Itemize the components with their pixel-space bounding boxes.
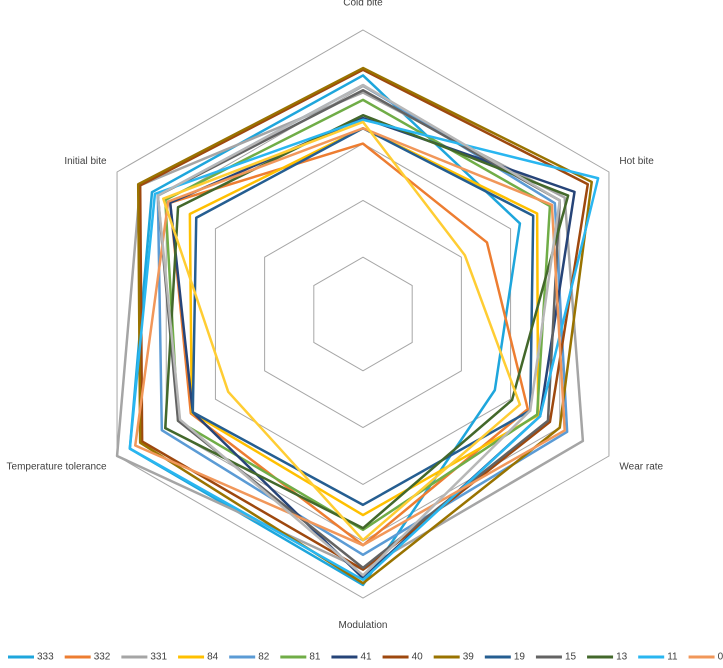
legend-label: 332 bbox=[94, 652, 111, 663]
grid-ring bbox=[264, 199, 462, 429]
series-line bbox=[164, 113, 570, 530]
series-line bbox=[136, 66, 593, 585]
legend-label: 84 bbox=[207, 652, 219, 663]
series-line bbox=[191, 127, 535, 507]
legend-label: 11 bbox=[667, 652, 678, 663]
legend-label: 19 bbox=[514, 652, 526, 663]
legend-label: 15 bbox=[565, 652, 577, 663]
axis-label: Initial bite bbox=[64, 156, 107, 167]
series-line bbox=[188, 127, 540, 517]
axis-label: Wear rate bbox=[619, 461, 663, 472]
axis-label: Modulation bbox=[339, 620, 388, 631]
series-line bbox=[128, 118, 600, 582]
series-line bbox=[162, 120, 522, 542]
legend-label: 81 bbox=[309, 652, 321, 663]
series-line bbox=[128, 74, 522, 587]
series-line bbox=[156, 83, 562, 577]
series-line bbox=[164, 98, 552, 532]
legend-label: 13 bbox=[616, 652, 628, 663]
axis-label: Temperature tolerance bbox=[7, 461, 107, 472]
axis-label: Hot bite bbox=[619, 156, 654, 167]
series-line bbox=[133, 127, 566, 547]
legend-label: 39 bbox=[463, 652, 475, 663]
axis-label: Cold bite bbox=[343, 0, 383, 8]
legend-label: 82 bbox=[258, 652, 270, 663]
series-line bbox=[168, 116, 576, 580]
grid-ring bbox=[214, 143, 512, 485]
series-line bbox=[138, 68, 590, 571]
legend-label: 333 bbox=[37, 652, 54, 663]
legend-label: 40 bbox=[412, 652, 424, 663]
legend-label: 08 bbox=[718, 652, 723, 663]
legend-label: 331 bbox=[150, 652, 167, 663]
legend-label: 41 bbox=[360, 652, 372, 663]
grid-ring bbox=[313, 256, 413, 372]
grid-ring bbox=[116, 29, 610, 599]
